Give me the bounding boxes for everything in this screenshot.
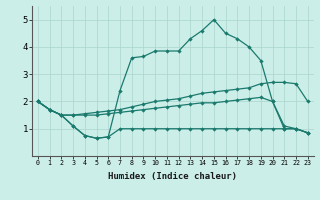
X-axis label: Humidex (Indice chaleur): Humidex (Indice chaleur) (108, 172, 237, 181)
